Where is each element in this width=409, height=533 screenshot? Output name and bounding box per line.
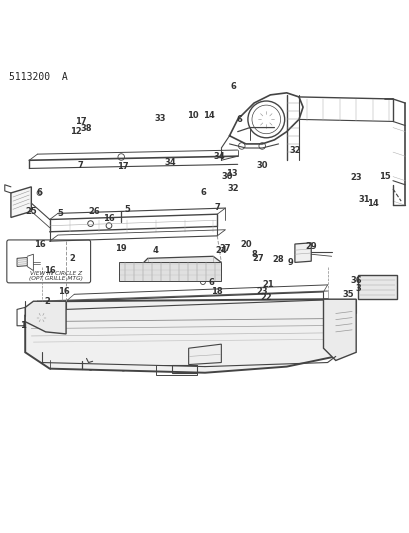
Text: 33: 33 [154,114,165,123]
Polygon shape [25,301,66,334]
Text: 27: 27 [252,254,263,263]
Text: 5: 5 [124,205,130,214]
Text: 22: 22 [260,293,272,302]
Text: 16: 16 [34,239,45,248]
Text: 32: 32 [227,184,239,193]
Polygon shape [294,243,310,262]
Bar [119,262,221,281]
Text: 30: 30 [256,161,267,171]
Text: 31: 31 [358,195,369,204]
Circle shape [80,362,84,367]
Text: 16: 16 [58,287,70,295]
Text: 23: 23 [256,287,267,295]
Text: 34: 34 [164,158,175,167]
Text: 35: 35 [342,290,353,299]
Polygon shape [17,257,27,266]
Text: 17: 17 [74,117,86,126]
Text: 13: 13 [225,169,237,178]
Text: 37: 37 [219,244,231,253]
Text: 2: 2 [69,254,75,263]
Text: 9: 9 [287,258,293,267]
Text: 7: 7 [77,160,83,169]
Text: 16: 16 [103,214,115,223]
Text: 17: 17 [117,162,129,171]
Text: 24: 24 [215,246,227,255]
Text: 6: 6 [200,189,205,197]
Text: 6: 6 [230,82,236,91]
Text: 25: 25 [25,207,37,216]
Text: 29: 29 [305,243,316,252]
Text: 14: 14 [366,199,378,208]
Text: 16: 16 [44,266,56,275]
Text: 15: 15 [378,172,390,181]
Polygon shape [119,256,221,279]
Text: 14: 14 [203,111,214,120]
Text: 38: 38 [81,124,92,133]
Text: 6: 6 [236,115,242,124]
Text: 6: 6 [36,189,43,197]
Text: 10: 10 [187,111,198,120]
Bar [172,365,196,373]
Polygon shape [323,299,355,360]
Polygon shape [25,299,351,373]
Text: 18: 18 [211,287,222,295]
Text: 4: 4 [153,246,159,255]
Text: 5: 5 [57,209,63,218]
Text: 20: 20 [239,239,251,248]
Text: 8: 8 [251,250,256,259]
Text: 12: 12 [70,127,82,136]
Text: 36: 36 [350,276,361,285]
Text: VIEW IN CIRCLE Z
(OPT GRILLE MTG): VIEW IN CIRCLE Z (OPT GRILLE MTG) [29,271,83,281]
Bar [357,274,396,299]
Text: 23: 23 [350,173,361,182]
Polygon shape [188,344,221,365]
Text: 2: 2 [45,297,50,306]
Text: 6: 6 [208,278,213,287]
Text: 7: 7 [214,203,220,212]
Text: 21: 21 [262,280,274,289]
Text: 1: 1 [20,321,26,330]
Text: 26: 26 [89,207,100,216]
Text: 5113200  A: 5113200 A [9,72,67,83]
Text: 32: 32 [288,146,300,155]
Text: 30: 30 [221,172,233,181]
Text: 19: 19 [115,244,127,253]
Text: 34: 34 [213,152,225,161]
Bar [155,365,196,375]
Text: 3: 3 [355,285,360,294]
Text: 28: 28 [272,255,284,264]
Polygon shape [11,187,31,217]
